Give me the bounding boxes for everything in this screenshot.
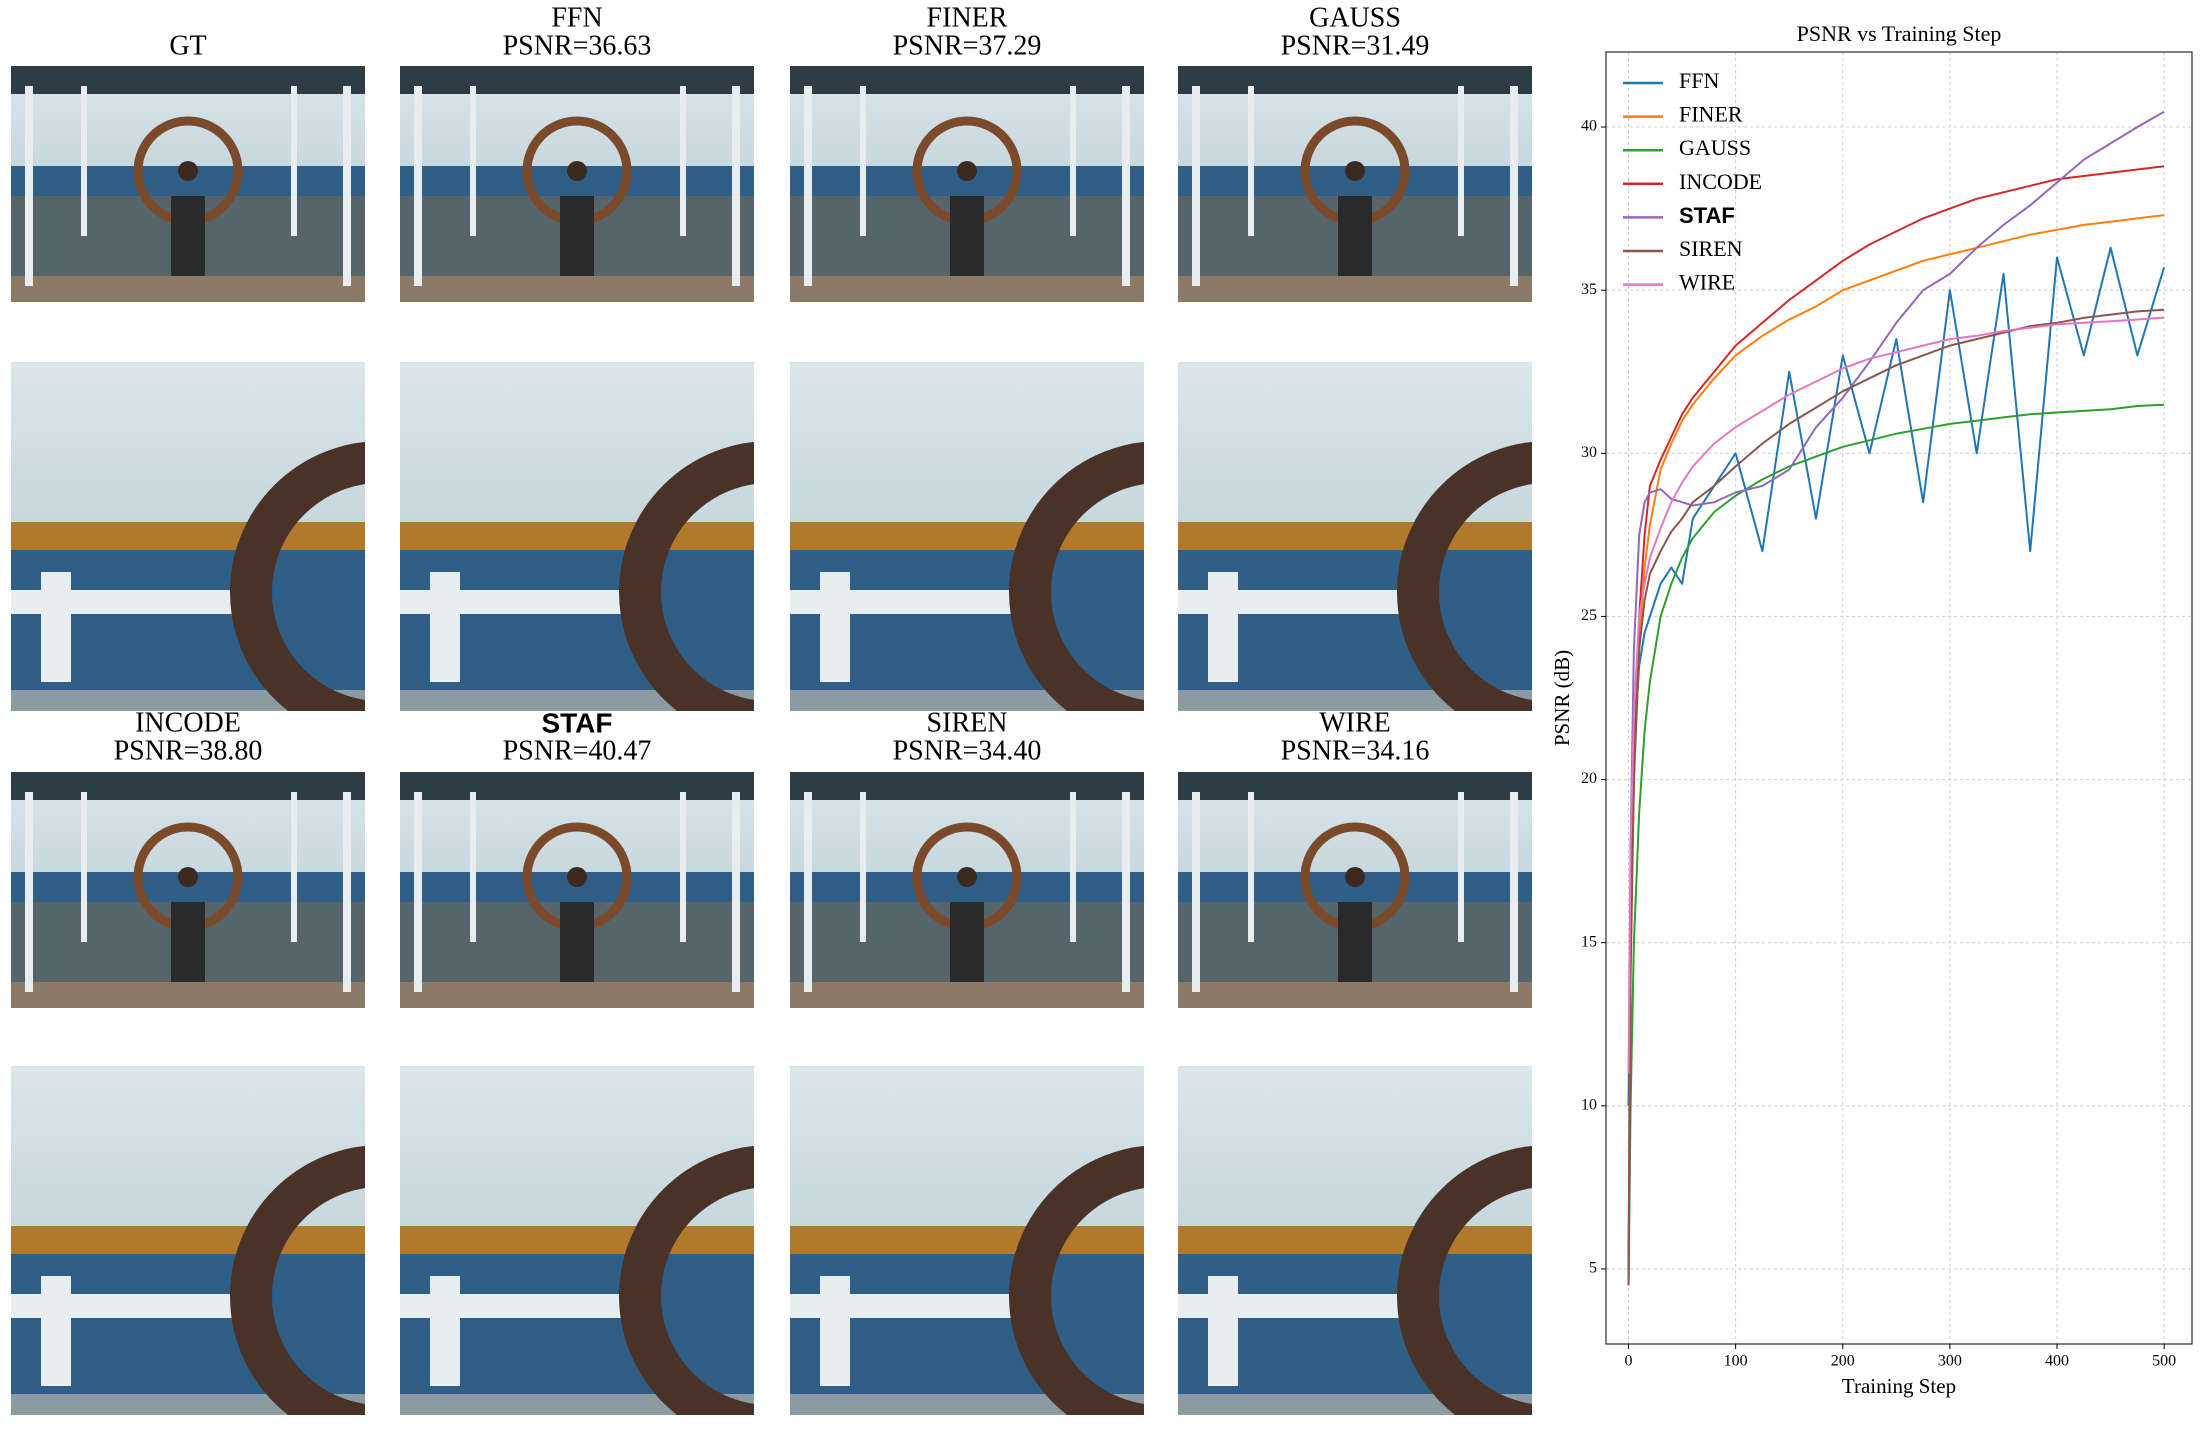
legend-label: SIREN <box>1679 236 1743 261</box>
y-tick-label: 10 <box>1581 1097 1597 1114</box>
x-axis-label: Training Step <box>1842 1374 1956 1398</box>
panel-subtitle: PSNR=38.80 <box>114 735 263 766</box>
y-tick-label: 40 <box>1581 118 1597 135</box>
series-line <box>1627 214 2165 1286</box>
x-tick-label: 200 <box>1831 1353 1855 1370</box>
y-axis-label: PSNR (dB) <box>1550 650 1574 746</box>
series-line <box>1627 316 2165 1074</box>
reconstruction-image <box>790 66 1144 302</box>
y-tick-label: 30 <box>1581 444 1597 461</box>
legend-label: INCODE <box>1679 169 1762 194</box>
x-tick-label: 500 <box>2152 1353 2176 1370</box>
series-line <box>1627 110 2165 1286</box>
reconstruction-image <box>400 66 754 302</box>
legend-label: STAF <box>1679 203 1735 228</box>
reconstruction-image <box>1178 66 1532 302</box>
legend-label: FINER <box>1679 102 1743 127</box>
panel-title: STAF <box>541 707 612 738</box>
x-tick-label: 100 <box>1724 1353 1748 1370</box>
reconstruction-image <box>790 772 1144 1008</box>
chart-title: PSNR vs Training Step <box>1797 21 2002 46</box>
zoomed-crop <box>1178 362 1678 722</box>
plot-frame <box>1605 51 2193 1345</box>
legend-label: FFN <box>1679 68 1719 93</box>
panel-subtitle: PSNR=40.47 <box>503 735 652 766</box>
series-line <box>1627 308 2165 1286</box>
panel-title: FINER <box>927 2 1008 33</box>
legend-label: WIRE <box>1679 270 1735 295</box>
reconstruction-image <box>11 772 365 1008</box>
panel-subtitle: PSNR=37.29 <box>893 30 1042 61</box>
y-tick-label: 5 <box>1589 1260 1597 1277</box>
panel-title: SIREN <box>927 707 1008 738</box>
zoomed-crop <box>1178 1066 1678 1426</box>
x-tick-label: 400 <box>2045 1353 2069 1370</box>
y-tick-label: 15 <box>1581 933 1597 950</box>
panel-title: WIRE <box>1319 707 1391 738</box>
panel-subtitle: PSNR=34.16 <box>1281 735 1430 766</box>
reconstruction-image <box>1178 772 1532 1008</box>
panel-subtitle: PSNR=34.40 <box>893 735 1042 766</box>
series-line <box>1627 246 2166 1106</box>
panel-title: GAUSS <box>1309 2 1401 33</box>
panel-subtitle: PSNR=31.49 <box>1281 30 1430 61</box>
reconstruction-image <box>400 772 754 1008</box>
x-tick-label: 300 <box>1938 1353 1962 1370</box>
panel-title: FFN <box>551 2 602 33</box>
y-tick-label: 25 <box>1581 607 1597 624</box>
y-tick-label: 35 <box>1581 281 1597 298</box>
panel-title: INCODE <box>135 707 241 738</box>
y-tick-label: 20 <box>1581 770 1597 787</box>
reconstruction-image <box>11 66 365 302</box>
legend-label: GAUSS <box>1679 135 1751 160</box>
panel-subtitle: PSNR=36.63 <box>503 30 652 61</box>
x-tick-label: 0 <box>1624 1353 1632 1370</box>
series-line <box>1627 403 2165 1286</box>
series-line <box>1627 165 2165 1286</box>
panel-title: GT <box>169 30 206 61</box>
